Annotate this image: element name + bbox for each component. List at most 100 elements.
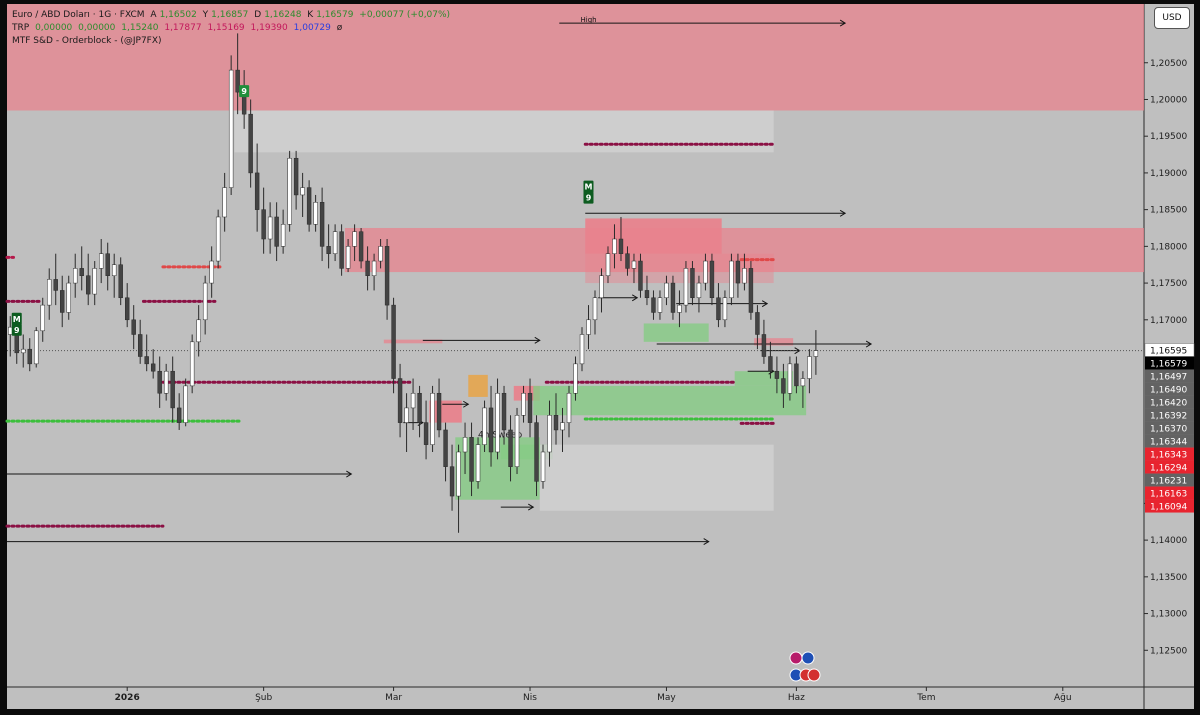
ohlc-close-label: K — [307, 10, 314, 20]
price-tag-label: 1,16344 — [1150, 438, 1187, 448]
ohlc-close-value: 1,16579 — [316, 10, 354, 20]
candle-body — [27, 348, 32, 365]
candle-body — [690, 268, 695, 299]
candle-body — [605, 253, 611, 276]
candle-body — [547, 415, 552, 453]
candle-body — [112, 264, 117, 276]
time-tick-label: Ağu — [1054, 693, 1072, 703]
time-tick-label: 2026 — [115, 693, 140, 703]
candle-body — [462, 437, 468, 453]
price-tick-label: 1,13500 — [1150, 573, 1187, 583]
price-tag — [1145, 369, 1194, 383]
signal-badge-text: 9 — [241, 87, 247, 96]
candle-body — [742, 268, 747, 284]
candle-body — [443, 429, 448, 467]
candle-body — [644, 290, 650, 299]
price-tag — [1145, 356, 1194, 370]
arrow-head — [839, 209, 847, 217]
candle-body — [60, 290, 65, 313]
symbol-legend[interactable]: Euro / ABD Doları · 1G · FXCM A 1,16502 Y… — [12, 10, 453, 20]
candle-body — [579, 334, 585, 365]
signal-badge — [583, 180, 594, 193]
arrow-head — [865, 340, 873, 348]
signal-badge — [239, 85, 250, 98]
signal-badge — [11, 312, 22, 325]
candle-body — [131, 319, 136, 335]
price-tag — [1145, 447, 1194, 461]
price-tick-label: 1,14000 — [1150, 536, 1187, 546]
candle-body — [540, 451, 546, 482]
badges-layer: 9 M 9 M 9 — [11, 85, 594, 336]
price-tag — [1145, 434, 1194, 448]
candle-body — [553, 415, 559, 431]
candle-body — [657, 297, 663, 313]
candle-body — [800, 378, 806, 387]
time-tick-label: Haz — [788, 693, 805, 703]
candle-body — [163, 370, 169, 394]
candle-body — [73, 268, 78, 284]
arrow-head — [703, 538, 710, 546]
candle-body — [99, 253, 104, 269]
candle-body — [488, 407, 494, 453]
trp-legend[interactable]: TRP 0,00000 0,00000 1,15240 1,17877 1,15… — [12, 23, 345, 33]
candle-body — [469, 437, 474, 482]
candle-body — [599, 275, 604, 299]
signal-badge-text: M — [13, 315, 21, 324]
candle-body — [794, 363, 799, 387]
candles-layer — [8, 33, 819, 533]
candle-body — [248, 113, 253, 174]
price-tag-label: 1,16094 — [1150, 503, 1187, 513]
ohlc-high-value: 1,16857 — [211, 10, 249, 20]
candle-body — [254, 172, 260, 210]
candle-body — [677, 304, 682, 313]
zone-supply-top — [7, 4, 1144, 111]
candle-body — [813, 350, 819, 357]
candle-body — [781, 378, 786, 394]
price-tag — [1145, 421, 1194, 435]
price-tag — [1145, 486, 1194, 500]
candle-body — [170, 370, 175, 409]
trp-value: ø — [336, 23, 343, 33]
zone-orange-block — [468, 374, 488, 397]
candle-body — [456, 451, 461, 497]
signal-badge-text: M — [585, 183, 593, 192]
price-tag-label: 1,16579 — [1150, 360, 1187, 370]
price-tag-label: 1,16294 — [1150, 464, 1187, 474]
candle-body — [79, 268, 84, 276]
currency-button[interactable]: USD — [1154, 7, 1190, 29]
candle-body — [560, 422, 565, 431]
candle-body — [534, 422, 539, 482]
candle-body — [378, 246, 383, 262]
time-tick-label: Şub — [255, 693, 272, 703]
candle-body — [755, 312, 760, 335]
indicator-legend[interactable]: MTF S&D - Orderblock - (@JP7FX) — [12, 36, 165, 46]
price-tag-label: 1,16595 — [1150, 347, 1187, 357]
zone-demand-apr — [533, 385, 807, 416]
candle-body — [748, 268, 754, 313]
candle-body — [209, 260, 214, 284]
candle-body — [430, 392, 435, 445]
candle-body — [66, 282, 71, 313]
candle-body — [358, 231, 364, 262]
candle-body — [722, 297, 728, 321]
candle-body — [215, 216, 221, 262]
arrow-head — [534, 336, 541, 344]
candle-body — [397, 378, 403, 423]
price-tick-label: 1,20000 — [1150, 95, 1187, 105]
candle-body — [391, 304, 396, 379]
price-tag — [1145, 408, 1194, 422]
zone-grey-zone-top — [234, 110, 774, 153]
candle-body — [482, 407, 487, 445]
candle-body — [768, 356, 773, 372]
candle-body — [157, 370, 162, 394]
indicator-icons[interactable] — [789, 651, 821, 682]
candle-body — [365, 260, 370, 276]
candle-body — [514, 415, 520, 467]
price-tick-label: 1,17500 — [1150, 279, 1187, 289]
candle-body — [274, 216, 279, 247]
candle-body — [319, 202, 325, 247]
candle-body — [280, 224, 286, 247]
candle-body — [527, 392, 533, 423]
